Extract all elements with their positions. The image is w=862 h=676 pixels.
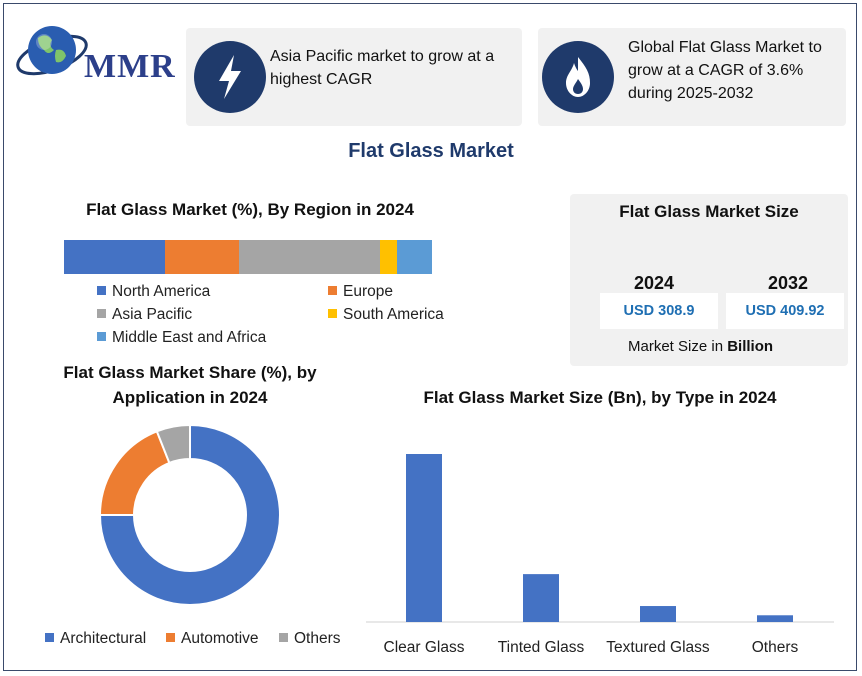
card-line: grow at a CAGR of 3.6% — [628, 62, 804, 79]
legend-asia-pacific: Asia Pacific — [97, 306, 192, 324]
bar-others — [757, 615, 793, 622]
mmr-logo: MMR — [14, 20, 179, 90]
donut-slice-others — [155, 423, 191, 465]
flame-icon — [542, 41, 614, 113]
bar-textured-glass — [640, 606, 676, 622]
type-chart-title: Flat Glass Market Size (Bn), by Type in … — [423, 388, 777, 407]
donut-slice-architectural — [98, 423, 281, 606]
market-size-title: Flat Glass Market Size — [619, 202, 799, 221]
legend-others: Others — [279, 630, 341, 648]
legend-swatch — [45, 633, 54, 642]
bar-tinted-glass — [523, 574, 559, 622]
note-prefix: Market Size in — [628, 338, 728, 355]
application-chart-title: Flat Glass Market Share (%), by Applicat… — [40, 360, 340, 410]
legend-label: Others — [294, 630, 341, 647]
legend-swatch — [279, 633, 288, 642]
legend-label: Asia Pacific — [112, 306, 193, 323]
logo-text: MMR — [84, 48, 176, 85]
x-tick-label: Textured Glass — [606, 639, 710, 656]
x-tick-label: Tinted Glass — [498, 639, 585, 656]
card-line: highest CAGR — [270, 71, 373, 88]
card-line: Asia Pacific market to grow at a — [270, 48, 495, 65]
size-value-2024: USD 308.9 — [600, 293, 718, 329]
legend-north-america: North America — [97, 283, 210, 301]
legend-middle-east-africa: Middle East and Africa — [97, 329, 266, 347]
legend-swatch — [328, 309, 337, 318]
stack-segment-south-america — [380, 240, 397, 274]
legend-label: Automotive — [181, 630, 259, 647]
legend-swatch — [328, 286, 337, 295]
stack-segment-middle-east-and-africa — [397, 240, 432, 274]
x-tick-label: Others — [752, 639, 799, 656]
legend-label: South America — [343, 306, 444, 323]
legend-label: Architectural — [60, 630, 147, 647]
card-line: during 2025-2032 — [628, 85, 754, 102]
legend-swatch — [97, 309, 106, 318]
year-2024: 2024 — [634, 273, 675, 293]
legend-label: Europe — [343, 283, 393, 300]
highlight-card-cagr: Global Flat Glass Market to grow at a CA… — [538, 28, 846, 126]
region-stacked-bar — [64, 240, 432, 274]
card-line: Global Flat Glass Market to — [628, 39, 822, 56]
application-donut-chart — [98, 423, 281, 606]
title-line: Flat Glass Market Share (%), by — [63, 363, 317, 382]
legend-label: Middle East and Africa — [112, 329, 267, 346]
type-bar-chart: Clear Glass Tinted Glass Textured Glass Oth… — [366, 454, 834, 656]
legend-swatch — [97, 286, 106, 295]
market-size-panel: Flat Glass Market Size 2024 2032 USD 308… — [570, 194, 848, 366]
region-chart-title: Flat Glass Market (%), By Region in 2024 — [86, 200, 414, 219]
year-2032: 2032 — [768, 273, 809, 293]
legend-architectural: Architectural — [45, 630, 146, 648]
legend-europe: Europe — [328, 283, 393, 301]
title-line: Application in 2024 — [112, 388, 268, 407]
card-text: Global Flat Glass Market to grow at a CA… — [628, 36, 842, 105]
globe-icon — [16, 26, 88, 76]
card-text: Asia Pacific market to grow at a highest… — [270, 45, 520, 91]
donut-slice-automotive — [98, 430, 171, 516]
legend-south-america: South America — [328, 306, 444, 324]
note-unit: Billion — [727, 338, 774, 355]
market-size-unit-note: Market Size in Billion — [628, 338, 773, 355]
stack-segment-asia-pacific — [238, 240, 381, 274]
stack-segment-europe — [165, 240, 239, 274]
page-title: Flat Glass Market — [348, 140, 514, 162]
bar-clear-glass — [406, 454, 442, 622]
size-value-2032: USD 409.92 — [726, 293, 844, 329]
legend-automotive: Automotive — [166, 630, 259, 648]
legend-label: North America — [112, 283, 211, 300]
legend-swatch — [97, 332, 106, 341]
highlight-card-asia-pacific: Asia Pacific market to grow at a highest… — [186, 28, 522, 126]
x-tick-label: Clear Glass — [384, 639, 465, 656]
stack-segment-north-america — [64, 240, 166, 274]
lightning-bolt-icon — [194, 41, 266, 113]
legend-swatch — [166, 633, 175, 642]
